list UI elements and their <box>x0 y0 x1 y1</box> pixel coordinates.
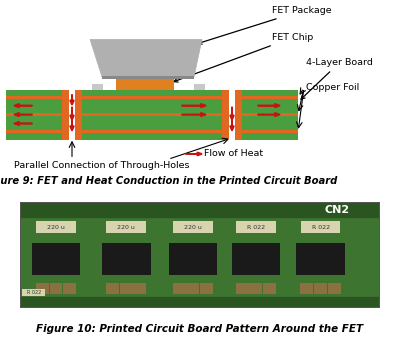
FancyArrow shape <box>14 104 32 107</box>
FancyArrow shape <box>14 122 32 125</box>
Bar <box>32 243 80 275</box>
Bar <box>6 90 62 96</box>
Bar <box>242 99 298 113</box>
Bar <box>300 282 314 294</box>
Bar <box>63 282 76 294</box>
Bar <box>6 113 62 116</box>
Bar <box>20 297 380 308</box>
Bar <box>263 282 276 294</box>
FancyArrow shape <box>182 104 206 107</box>
Text: Copper Foil: Copper Foil <box>306 83 359 92</box>
Bar <box>328 282 341 294</box>
Bar <box>62 90 82 140</box>
Bar <box>82 96 222 99</box>
Bar <box>228 90 236 140</box>
Bar <box>242 130 298 133</box>
Bar <box>232 243 280 275</box>
Text: 220 u: 220 u <box>47 225 65 230</box>
Bar <box>236 282 249 294</box>
Text: R 022: R 022 <box>247 225 265 230</box>
Text: 220 u: 220 u <box>117 225 135 230</box>
Bar <box>6 133 62 140</box>
Bar <box>296 243 345 275</box>
Bar <box>200 282 213 294</box>
FancyArrow shape <box>186 153 202 155</box>
Bar <box>20 202 380 217</box>
Bar <box>133 282 146 294</box>
Text: R 022: R 022 <box>26 290 41 295</box>
Bar <box>173 282 186 294</box>
Bar <box>168 243 217 275</box>
Bar <box>6 116 62 130</box>
Bar <box>82 113 222 116</box>
Bar <box>22 289 45 296</box>
Text: FET Chip: FET Chip <box>174 33 313 82</box>
Text: Figure 9: FET and Heat Conduction in the Printed Circuit Board: Figure 9: FET and Heat Conduction in the… <box>0 176 337 186</box>
Bar <box>68 90 69 140</box>
Bar <box>242 116 298 130</box>
Text: FET Package: FET Package <box>198 6 332 44</box>
Bar <box>82 133 222 140</box>
FancyArrow shape <box>70 95 74 105</box>
FancyArrow shape <box>258 104 280 107</box>
Text: Flow of Heat: Flow of Heat <box>204 149 263 159</box>
Bar <box>82 90 222 96</box>
Bar <box>106 221 146 233</box>
Text: 220 u: 220 u <box>184 225 202 230</box>
Bar <box>242 133 298 140</box>
Bar <box>314 282 327 294</box>
Bar <box>242 113 298 116</box>
Bar <box>50 282 62 294</box>
Text: Figure 10: Printed Circuit Board Pattern Around the FET: Figure 10: Printed Circuit Board Pattern… <box>36 324 364 334</box>
Bar <box>116 77 174 90</box>
Bar <box>6 130 62 133</box>
Bar <box>186 282 199 294</box>
Bar <box>242 90 298 96</box>
FancyArrow shape <box>70 107 74 120</box>
Bar <box>75 90 76 140</box>
Bar <box>6 96 62 99</box>
Bar <box>194 84 205 90</box>
Bar <box>236 221 276 233</box>
Bar <box>36 221 76 233</box>
Bar <box>68 90 76 140</box>
Bar <box>106 282 119 294</box>
Bar <box>102 243 150 275</box>
Bar <box>82 130 222 133</box>
Bar <box>36 282 49 294</box>
Bar <box>173 221 213 233</box>
FancyArrow shape <box>230 120 234 131</box>
Bar <box>242 96 298 99</box>
Bar <box>6 99 62 113</box>
Text: Parallel Connection of Through-Holes: Parallel Connection of Through-Holes <box>14 161 190 170</box>
Bar <box>82 99 222 113</box>
FancyArrow shape <box>258 113 280 116</box>
FancyArrow shape <box>14 113 32 116</box>
Text: 4-Layer Board: 4-Layer Board <box>301 58 373 99</box>
Bar <box>82 116 222 130</box>
Bar <box>235 90 236 140</box>
Bar <box>120 282 133 294</box>
Bar <box>222 90 242 140</box>
Bar <box>228 90 229 140</box>
Bar <box>301 221 340 233</box>
Polygon shape <box>90 39 202 77</box>
Bar <box>249 282 262 294</box>
Text: R 022: R 022 <box>312 225 330 230</box>
Bar <box>92 84 103 90</box>
FancyArrow shape <box>182 113 206 116</box>
FancyArrow shape <box>230 107 234 120</box>
FancyArrow shape <box>70 120 74 131</box>
Bar <box>102 76 194 79</box>
Text: CN2: CN2 <box>324 205 349 215</box>
